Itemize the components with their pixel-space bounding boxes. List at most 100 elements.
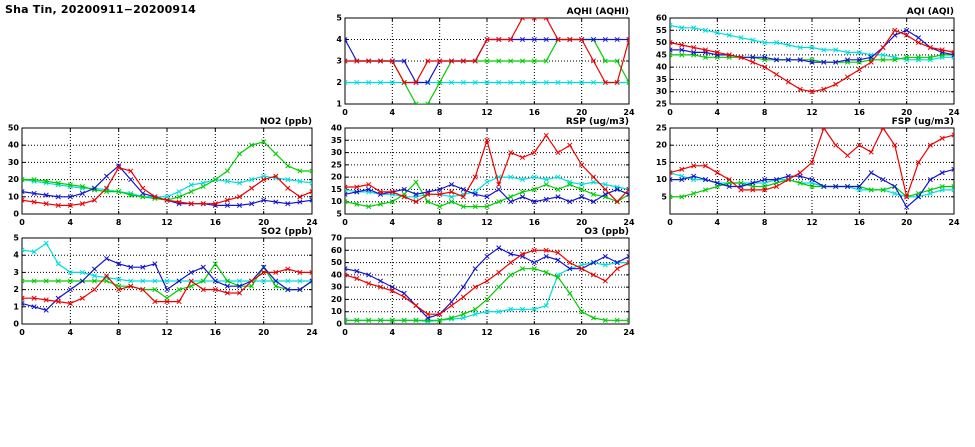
svg-text:35: 35 (656, 75, 668, 84)
svg-text:20: 20 (656, 141, 668, 150)
svg-text:20: 20 (901, 218, 913, 227)
svg-text:24: 24 (623, 108, 635, 117)
svg-text:8: 8 (437, 218, 443, 227)
svg-text:45: 45 (656, 50, 668, 59)
svg-text:20: 20 (576, 328, 588, 337)
svg-text:20: 20 (901, 108, 913, 117)
svg-text:4: 4 (715, 218, 721, 227)
svg-text:50: 50 (331, 258, 343, 267)
svg-text:12: 12 (161, 328, 172, 337)
chart-fsp: FSP (ug/m3) 0 4 8 12 16 20 24 5 10 15 20 25 (648, 116, 960, 230)
svg-text:24: 24 (306, 328, 318, 337)
svg-text:12: 12 (806, 108, 817, 117)
chart-no2: NO2 (ppb) 0 4 8 12 16 20 24 0 10 20 30 40 50 (0, 116, 318, 230)
svg-text:2: 2 (336, 78, 342, 87)
chart-aqhi: AQHI (AQHI) 0 4 8 12 16 20 24 1 2 3 4 5 (323, 6, 635, 120)
svg-text:20: 20 (576, 108, 588, 117)
svg-text:40: 40 (8, 141, 20, 150)
svg-text:1: 1 (13, 302, 19, 311)
svg-text:4: 4 (336, 35, 342, 44)
svg-text:4: 4 (715, 108, 721, 117)
svg-text:0: 0 (336, 320, 342, 329)
svg-text:30: 30 (331, 283, 343, 292)
svg-text:12: 12 (481, 218, 492, 227)
svg-text:25: 25 (331, 160, 343, 169)
svg-text:2: 2 (13, 285, 19, 294)
svg-text:50: 50 (8, 124, 20, 133)
chart-title-o3: O3 (ppb) (584, 227, 629, 237)
svg-text:12: 12 (481, 328, 492, 337)
svg-text:10: 10 (331, 307, 343, 316)
svg-text:60: 60 (656, 14, 668, 23)
svg-text:0: 0 (19, 218, 25, 227)
chart-title-rsp: RSP (ug/m3) (565, 117, 629, 127)
svg-text:8: 8 (116, 328, 122, 337)
svg-text:70: 70 (331, 234, 343, 243)
chart-title-so2: SO2 (ppb) (260, 227, 312, 237)
svg-text:10: 10 (8, 192, 20, 201)
svg-text:16: 16 (854, 108, 866, 117)
svg-text:16: 16 (529, 108, 541, 117)
svg-text:12: 12 (806, 218, 817, 227)
svg-text:8: 8 (437, 328, 443, 337)
svg-text:20: 20 (576, 218, 588, 227)
chart-title-fsp: FSP (ug/m3) (891, 117, 954, 127)
svg-text:1: 1 (336, 100, 342, 109)
svg-text:8: 8 (116, 218, 122, 227)
svg-text:20: 20 (331, 173, 343, 182)
svg-text:4: 4 (68, 328, 74, 337)
svg-text:24: 24 (623, 328, 635, 337)
svg-text:0: 0 (13, 320, 19, 329)
svg-text:0: 0 (667, 218, 673, 227)
svg-text:20: 20 (258, 218, 270, 227)
svg-text:24: 24 (306, 218, 318, 227)
svg-text:8: 8 (762, 108, 768, 117)
svg-text:60: 60 (331, 246, 343, 255)
svg-text:40: 40 (656, 63, 668, 72)
svg-text:24: 24 (948, 218, 960, 227)
svg-text:0: 0 (342, 218, 348, 227)
svg-text:10: 10 (656, 175, 668, 184)
svg-text:25: 25 (656, 100, 668, 109)
svg-text:24: 24 (623, 218, 635, 227)
svg-text:5: 5 (661, 192, 667, 201)
svg-text:8: 8 (762, 218, 768, 227)
svg-text:0: 0 (19, 328, 25, 337)
svg-text:4: 4 (390, 218, 396, 227)
svg-text:4: 4 (390, 108, 396, 117)
svg-text:20: 20 (258, 328, 270, 337)
svg-text:40: 40 (331, 124, 343, 133)
svg-text:12: 12 (161, 218, 172, 227)
svg-text:0: 0 (342, 328, 348, 337)
svg-text:16: 16 (210, 218, 222, 227)
svg-text:12: 12 (481, 108, 492, 117)
svg-text:20: 20 (331, 295, 343, 304)
chart-title-no2: NO2 (ppb) (259, 117, 312, 127)
svg-text:0: 0 (342, 108, 348, 117)
chart-aqi: AQI (AQI) 0 4 8 12 16 20 24 25 30 35 40 45 50 55 60 (648, 6, 960, 120)
svg-text:3: 3 (336, 57, 342, 66)
svg-text:30: 30 (656, 87, 668, 96)
chart-so2: SO2 (ppb) 0 4 8 12 16 20 24 0 1 2 3 4 5 (0, 226, 318, 340)
svg-text:20: 20 (8, 175, 20, 184)
svg-text:30: 30 (331, 148, 343, 157)
svg-text:50: 50 (656, 38, 668, 47)
svg-text:10: 10 (331, 197, 343, 206)
svg-text:30: 30 (8, 158, 20, 167)
svg-text:4: 4 (13, 251, 19, 260)
svg-text:4: 4 (68, 218, 74, 227)
svg-text:16: 16 (529, 328, 541, 337)
svg-text:55: 55 (656, 26, 668, 35)
svg-text:16: 16 (210, 328, 222, 337)
svg-text:16: 16 (854, 218, 866, 227)
svg-text:16: 16 (529, 218, 541, 227)
svg-text:15: 15 (331, 185, 343, 194)
svg-text:0: 0 (13, 210, 19, 219)
chart-rsp: RSP (ug/m3) 0 4 8 12 16 20 24 5 10 15 20 25 30 35 40 (323, 116, 635, 230)
svg-text:25: 25 (656, 124, 668, 133)
svg-text:8: 8 (437, 108, 443, 117)
svg-text:5: 5 (13, 234, 19, 243)
svg-text:5: 5 (336, 210, 342, 219)
chart-title-aqi: AQI (AQI) (906, 7, 954, 17)
svg-text:5: 5 (336, 14, 342, 23)
